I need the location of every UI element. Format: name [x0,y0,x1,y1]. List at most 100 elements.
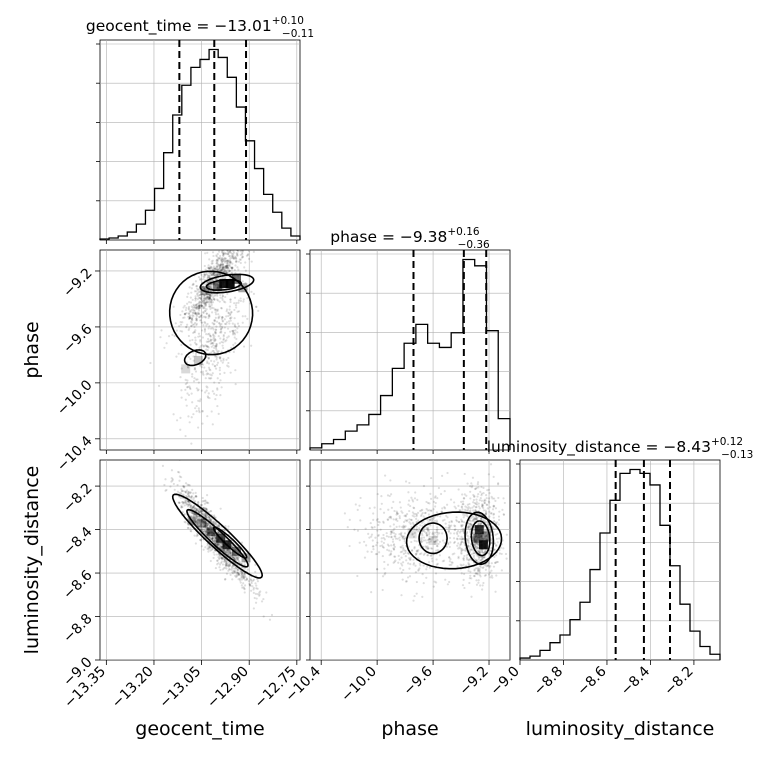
sample-point [236,252,239,255]
sample-point [216,308,220,311]
sample-point [224,265,227,268]
sample-point [249,578,253,582]
sample-point [459,541,463,544]
sample-point [187,503,190,506]
sample-point [226,264,229,267]
sample-point [466,544,470,547]
sample-point [237,559,241,563]
sample-point [426,565,429,568]
sample-point [230,254,233,258]
sample-point [487,488,491,491]
sample-point [202,525,206,528]
sample-point [426,547,429,551]
sample-point [200,389,203,392]
sample-point [193,305,196,309]
sample-point [207,536,211,539]
sample-point [214,367,218,370]
sample-point [201,409,204,413]
sample-point [186,495,189,498]
sample-point [250,344,253,347]
sample-point [250,581,253,585]
sample-point [479,575,482,578]
sample-point [475,583,479,586]
sample-point [436,497,439,500]
sample-point [215,393,218,397]
sample-point [446,583,449,586]
sample-point [495,543,498,547]
sample-point [217,268,220,271]
sample-point [184,382,187,386]
sample-point [469,574,472,577]
sample-point [415,528,419,531]
sample-point [218,265,222,268]
sample-point [471,552,475,555]
sample-point [194,299,197,302]
sample-point [218,554,221,557]
sample-point [237,573,241,576]
sample-point [472,493,475,497]
sample-point [211,273,214,277]
sample-point [241,250,244,252]
sample-point [223,261,226,264]
sample-point [356,508,359,511]
sample-point [208,297,211,300]
sample-point [240,574,243,577]
sample-point [434,505,437,508]
sample-point [268,618,272,621]
sample-point [246,253,249,257]
sample-point [216,387,219,390]
sample-point [235,261,238,264]
sample-point [230,568,233,571]
sample-point [210,299,213,302]
sample-point [209,266,213,269]
sample-point [215,542,219,546]
sample-point [219,545,223,548]
sample-point [225,567,228,570]
sample-point [208,297,211,300]
sample-point [425,532,428,535]
sample-point [435,563,438,566]
sample-point [216,361,220,364]
sample-point [200,509,203,512]
sample-point [188,339,192,342]
sample-point [404,480,408,483]
sample-point [210,342,214,345]
sample-point [448,545,451,549]
sample-point [407,503,410,506]
sample-point [219,568,222,572]
sample-point [219,356,222,359]
sample-point [240,243,242,245]
sample-point [182,489,185,493]
sample-point [234,569,237,572]
sample-point [188,421,191,424]
sample-point [481,588,484,591]
sample-point [208,293,212,296]
sample-point [256,580,260,583]
sample-point [203,502,207,505]
sample-point [435,544,439,547]
sample-point [191,311,195,314]
sample-point [217,531,221,535]
sample-point [416,498,419,501]
sample-point [175,419,179,422]
sample-point [214,345,218,348]
sample-point [202,285,205,288]
sample-point [191,517,194,520]
sample-point [375,519,379,522]
sample-point [396,512,400,515]
sample-point [204,292,207,295]
sample-point [485,510,488,514]
sample-point [198,306,201,310]
sample-point [222,265,225,269]
sample-point [175,329,178,332]
sample-point [489,530,492,534]
sample-point [218,268,221,271]
sample-point [215,542,218,545]
sample-point [204,391,207,394]
sample-point [403,526,406,529]
sample-point [497,523,500,526]
sample-point [217,543,221,546]
sample-point [238,577,242,580]
sample-point [486,536,489,539]
sample-point [209,250,212,251]
